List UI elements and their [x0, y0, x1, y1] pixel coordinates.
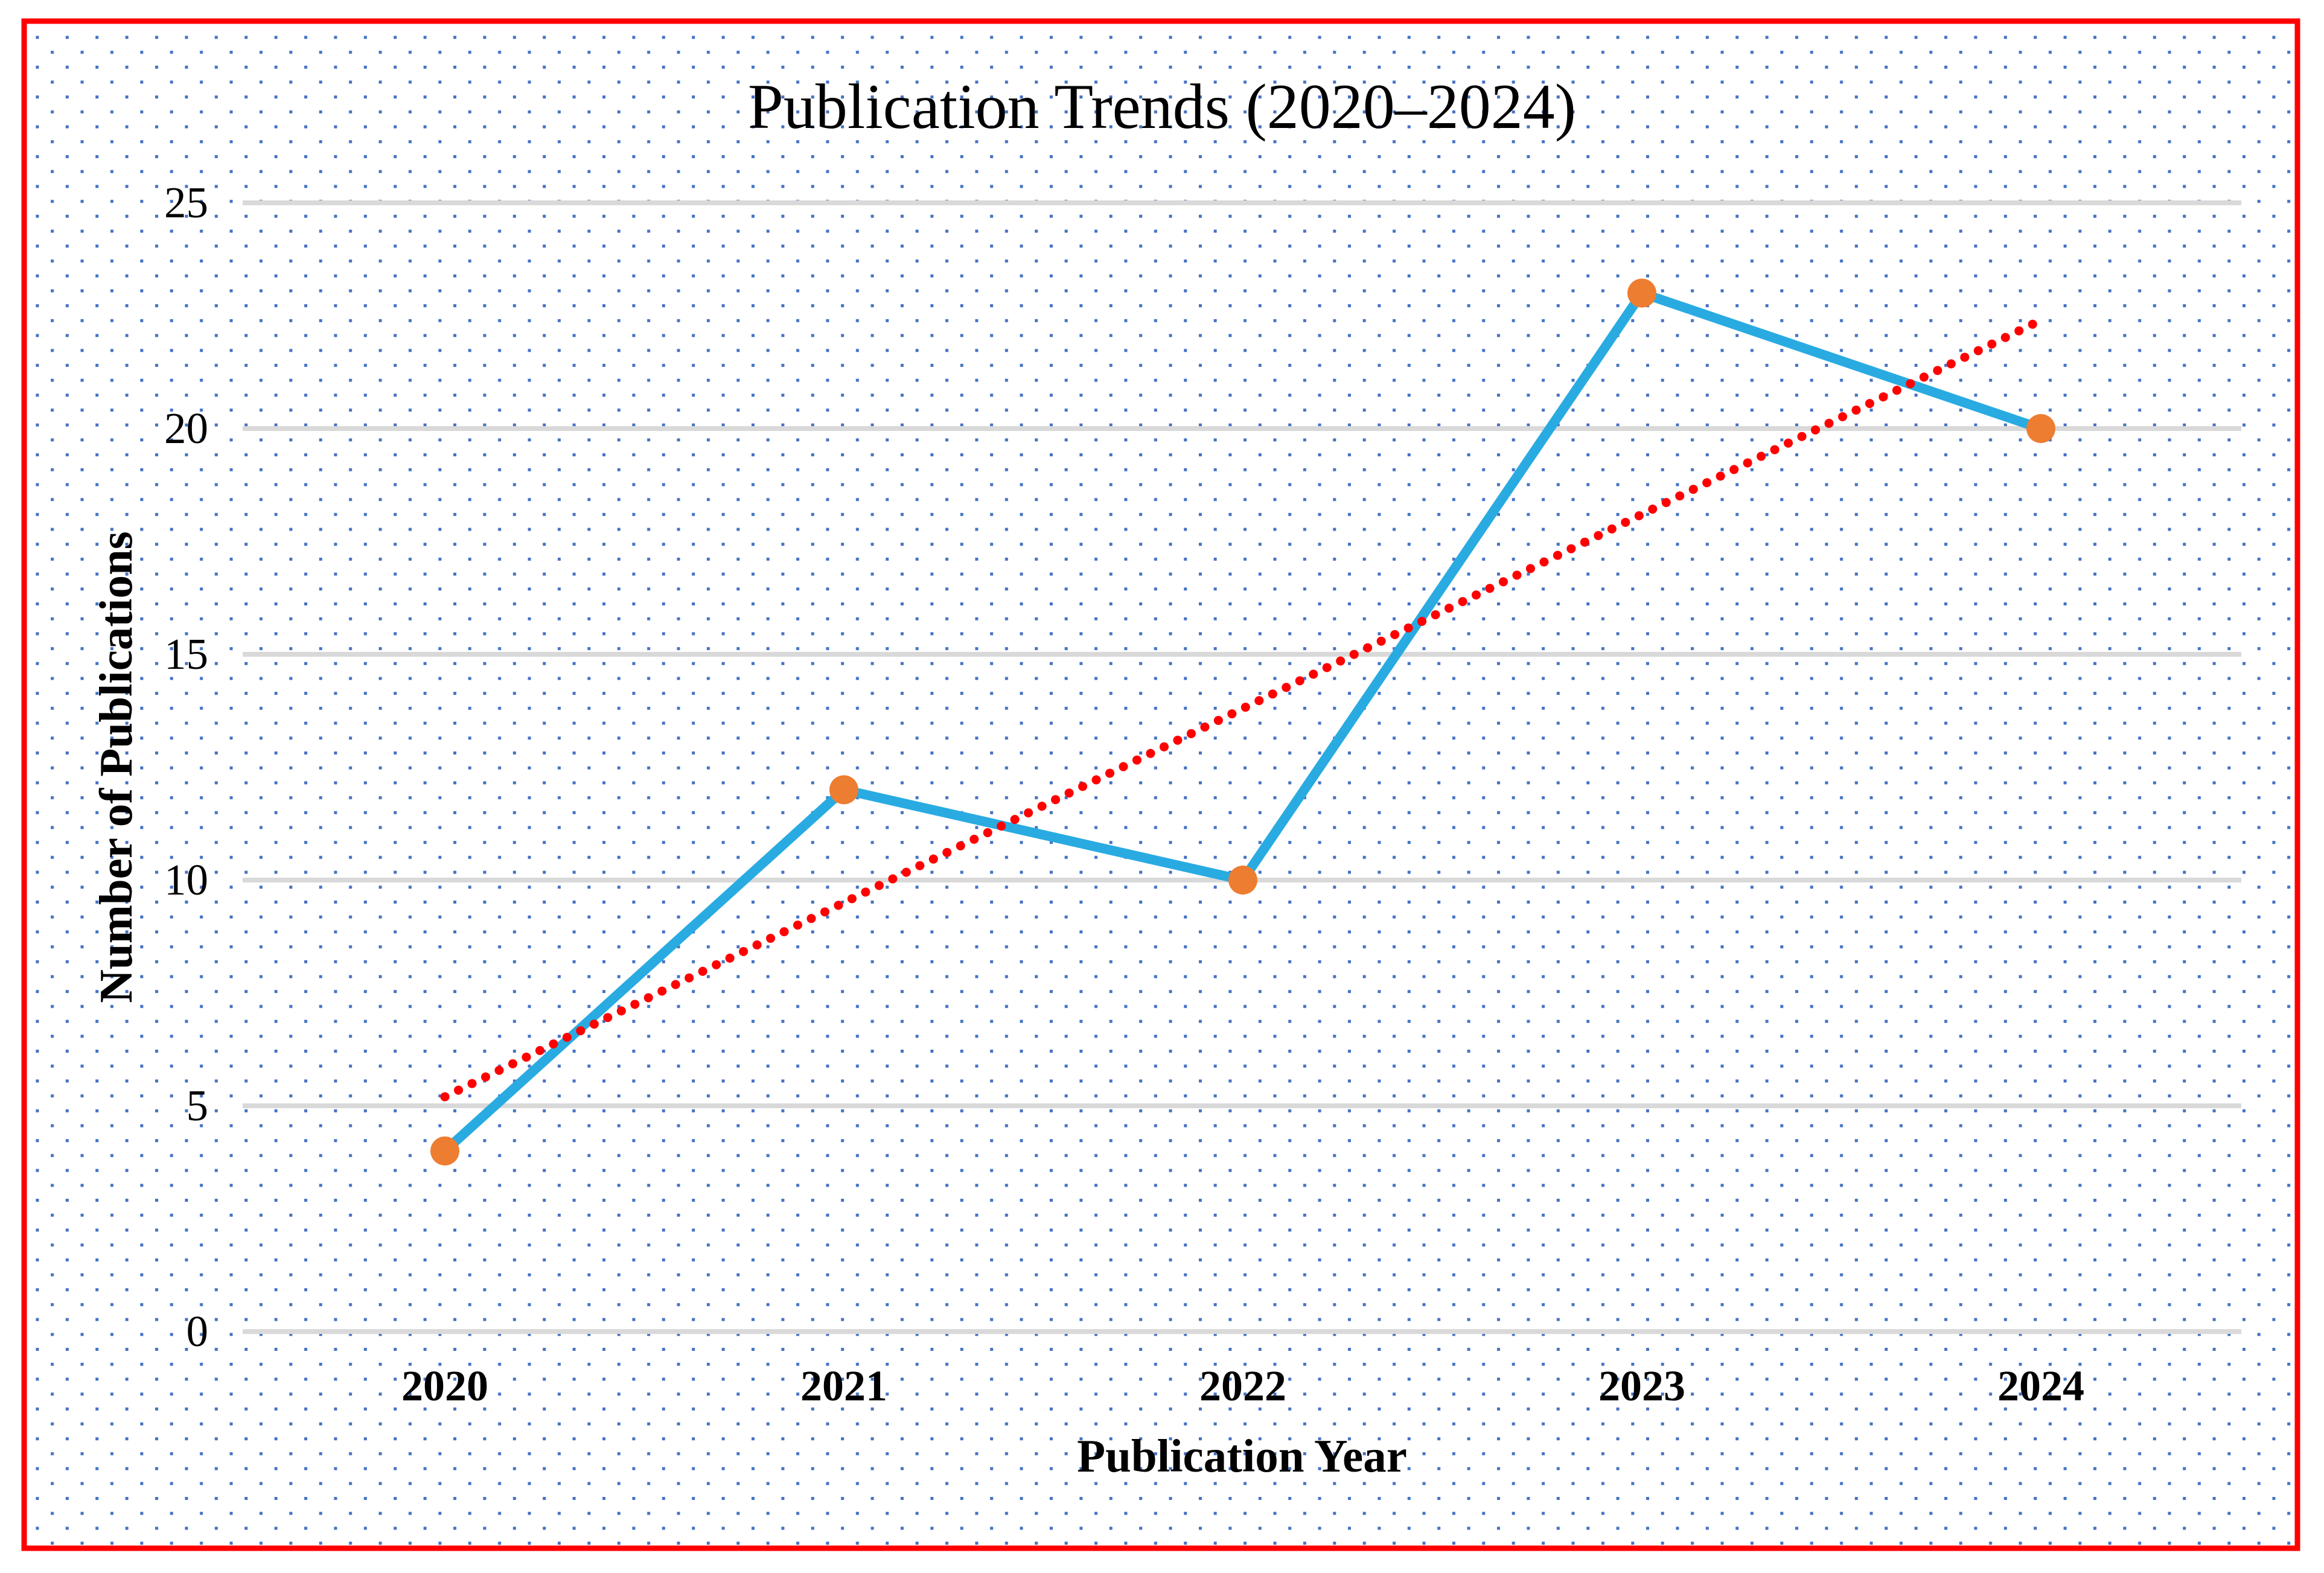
- x-tick-label: 2023: [1598, 1362, 1685, 1410]
- y-axis-title: Number of Publications: [90, 531, 142, 1003]
- y-tick-label: 15: [164, 630, 208, 678]
- y-tick-label: 20: [164, 404, 208, 453]
- y-tick-label: 25: [164, 178, 208, 227]
- data-point-marker: [2026, 414, 2055, 443]
- x-tick-label: 2024: [1997, 1362, 2084, 1410]
- y-tick-label: 5: [186, 1081, 209, 1130]
- y-tick-label: 0: [186, 1307, 209, 1356]
- data-point-marker: [1627, 278, 1656, 308]
- data-point-marker: [829, 775, 858, 805]
- chart-title: Publication Trends (2020–2024): [747, 71, 1577, 142]
- dot-pattern-background: [27, 24, 2295, 1546]
- x-tick-label: 2022: [1199, 1362, 1286, 1410]
- chart-frame-border: [21, 18, 2300, 1551]
- x-tick-label: 2021: [800, 1362, 887, 1410]
- gridlines: [243, 200, 2241, 1334]
- x-tick-label: 2020: [401, 1362, 488, 1410]
- trendline: [440, 315, 2046, 1102]
- data-point-markers: [430, 278, 2055, 1166]
- data-point-marker: [430, 1136, 459, 1166]
- x-axis-title: Publication Year: [1077, 1430, 1407, 1482]
- data-point-marker: [1228, 866, 1257, 895]
- y-tick-label: 10: [164, 855, 208, 904]
